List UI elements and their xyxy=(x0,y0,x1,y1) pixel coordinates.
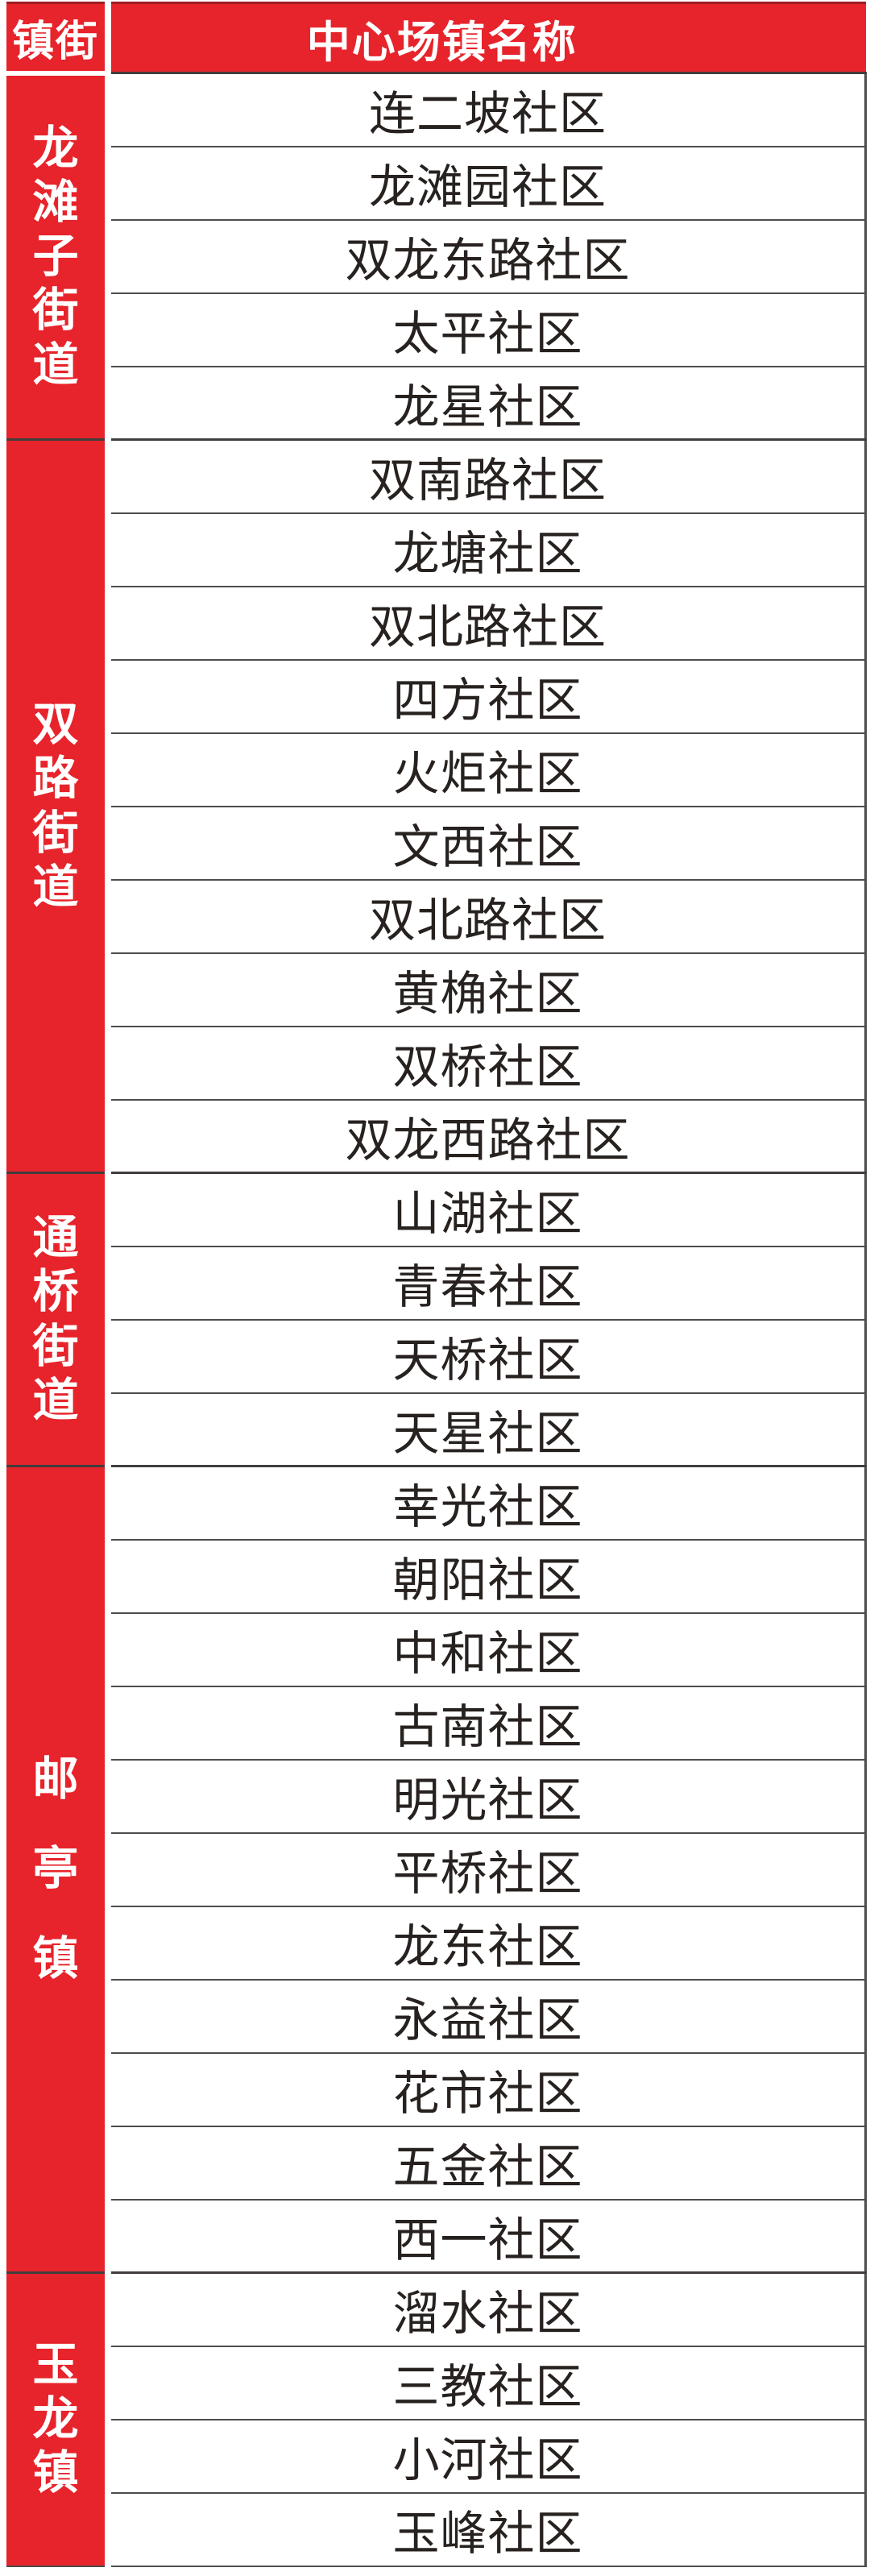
community-cell: 龙塘社区 xyxy=(105,512,867,587)
community-cell: 黄桷社区 xyxy=(105,952,867,1027)
town-group-cell: 通桥街道 xyxy=(6,1172,108,1467)
community-cell: 太平社区 xyxy=(105,292,867,367)
community-cell: 天桥社区 xyxy=(105,1319,867,1394)
table-row: 双北路社区 xyxy=(6,879,867,954)
table-row: 文西社区 xyxy=(6,806,867,881)
table-row: 花市社区 xyxy=(6,2052,867,2127)
table-row: 双北路社区 xyxy=(6,586,867,661)
header-cell-name: 中心场镇名称 xyxy=(105,2,866,74)
table-row: 通桥街道山湖社区 xyxy=(6,1172,867,1467)
table-row: 双龙西路社区 xyxy=(6,1099,867,1174)
community-cell: 玉峰社区 xyxy=(105,2492,867,2567)
community-cell: 中和社区 xyxy=(105,1612,867,1687)
community-cell: 永益社区 xyxy=(105,1979,867,2054)
community-cell: 古南社区 xyxy=(105,1686,867,1761)
table-row: 小河社区 xyxy=(6,2419,867,2494)
table-row: 五金社区 xyxy=(6,2126,867,2201)
table-row: 平桥社区 xyxy=(6,1832,867,1907)
table-row: 三教社区 xyxy=(6,2346,867,2420)
community-cell: 明光社区 xyxy=(105,1759,867,1834)
community-cell: 五金社区 xyxy=(105,2126,867,2201)
community-cell: 火炬社区 xyxy=(105,732,867,807)
community-cell: 四方社区 xyxy=(105,659,867,734)
town-group-cell: 邮亭镇 xyxy=(6,1466,108,2274)
community-cell: 山湖社区 xyxy=(105,1172,867,1247)
table-row: 黄桷社区 xyxy=(6,952,867,1027)
town-label: 通桥街道 xyxy=(32,1212,79,1426)
table-row: 朝阳社区 xyxy=(6,1539,867,1614)
community-cell: 幸光社区 xyxy=(105,1466,867,1541)
community-cell: 天星社区 xyxy=(105,1392,867,1467)
table-row: 太平社区 xyxy=(6,292,867,367)
table-row: 双龙东路社区 xyxy=(6,219,867,294)
table-row: 双路街道 双南路社区 xyxy=(6,439,867,1174)
table-row: 火炬社区 xyxy=(6,732,867,807)
table-row: 西一社区 xyxy=(6,2199,867,2274)
community-cell: 平桥社区 xyxy=(105,1832,867,1907)
table-row: 明光社区 xyxy=(6,1759,867,1834)
community-table: 镇街 中心场镇名称 龙滩子街道连二坡社区 龙滩园社区 双龙东路社区 太平社区 龙星社区双… xyxy=(6,2,867,2567)
town-group-cell: 龙滩子街道 xyxy=(6,73,108,441)
community-cell: 龙星社区 xyxy=(105,366,867,441)
community-cell: 双北路社区 xyxy=(105,879,867,954)
table-row: 青春社区 xyxy=(6,1246,867,1321)
table-row: 龙滩子街道连二坡社区 xyxy=(6,73,867,441)
table-row: 四方社区 xyxy=(6,659,867,734)
community-cell: 小河社区 xyxy=(105,2419,867,2494)
table-row: 天桥社区 xyxy=(6,1319,867,1394)
town-group-cell: 玉龙镇 xyxy=(6,2272,108,2567)
community-cell: 双龙西路社区 xyxy=(105,1099,867,1174)
community-cell: 三教社区 xyxy=(105,2346,867,2420)
town-label: 龙滩子街道 xyxy=(32,122,79,391)
community-cell: 双桥社区 xyxy=(105,1026,867,1101)
table-row: 古南社区 xyxy=(6,1686,867,1761)
table-row: 中和社区 xyxy=(6,1612,867,1687)
community-cell: 龙东社区 xyxy=(105,1906,867,1981)
community-cell: 双北路社区 xyxy=(105,586,867,661)
town-group-cell: 双路街道 xyxy=(6,439,108,1174)
table-row: 龙塘社区 xyxy=(6,512,867,587)
community-cell: 文西社区 xyxy=(105,806,867,881)
town-label: 玉龙镇 xyxy=(32,2338,79,2499)
table-row: 邮亭镇 幸光社区 xyxy=(6,1466,867,2274)
community-cell: 连二坡社区 xyxy=(105,73,867,147)
community-cell: 溜水社区 xyxy=(105,2272,867,2347)
community-cell: 双南路社区 xyxy=(105,439,867,514)
table-row: 双桥社区 xyxy=(6,1026,867,1101)
table-row: 玉峰社区 xyxy=(6,2492,867,2567)
community-cell: 西一社区 xyxy=(105,2199,867,2274)
community-cell: 朝阳社区 xyxy=(105,1539,867,1614)
table-row: 龙星社区 xyxy=(6,366,867,441)
header-cell-town: 镇街 xyxy=(6,2,108,76)
town-label: 邮亭镇 xyxy=(32,1753,79,1985)
community-cell: 龙滩园社区 xyxy=(105,146,867,221)
table-row: 龙滩园社区 xyxy=(6,146,867,221)
header-row: 镇街 中心场镇名称 xyxy=(6,2,866,76)
table-row: 天星社区 xyxy=(6,1392,867,1467)
community-cell: 双龙东路社区 xyxy=(105,219,867,294)
community-cell: 青春社区 xyxy=(105,1246,867,1321)
community-cell: 花市社区 xyxy=(105,2052,867,2127)
town-label: 双路街道 xyxy=(32,699,79,913)
table-row: 玉龙镇溜水社区 xyxy=(6,2272,867,2567)
table-row: 龙东社区 xyxy=(6,1906,867,1981)
table-row: 永益社区 xyxy=(6,1979,867,2054)
